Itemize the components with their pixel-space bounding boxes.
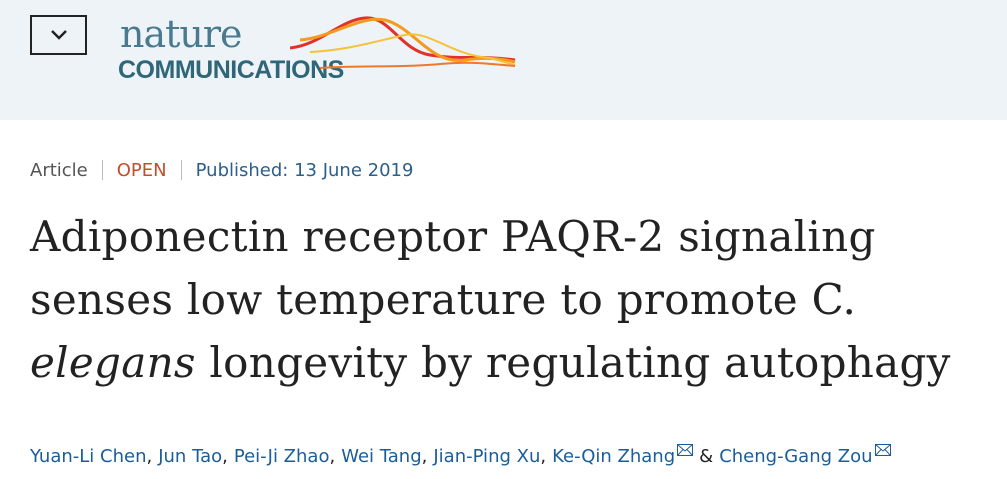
article-type: Article <box>30 160 88 181</box>
author-separator: , <box>146 446 153 467</box>
author-separator: , <box>329 446 336 467</box>
author-name[interactable]: Wei Tang <box>341 446 422 467</box>
author-separator: , <box>540 446 547 467</box>
author-list: Yuan-Li Chen, Jun Tao, Pei-Ji Zhao, Wei Tan… <box>30 440 891 467</box>
author-name[interactable]: Jian-Ping Xu <box>433 446 541 467</box>
author-name[interactable]: Yuan-Li Chen <box>30 446 147 467</box>
logo-text[interactable]: COMMUNICATIONS <box>118 56 344 84</box>
email-icon[interactable] <box>874 440 891 461</box>
email-icon[interactable] <box>677 440 694 461</box>
author-name[interactable]: Cheng-Gang Zou <box>719 446 873 467</box>
published-date: 13 June 2019 <box>294 160 414 181</box>
title-line: Adiponectin receptor PAQR-2 signaling <box>30 212 876 261</box>
mail-svg <box>874 444 891 456</box>
title-text: longevity by regulating autophagy <box>195 338 951 387</box>
article-title: Adiponectin receptor PAQR-2 signaling se… <box>30 205 951 394</box>
title-italic: elegans <box>30 338 196 387</box>
chevron-icon <box>51 30 67 40</box>
author-name[interactable]: Pei-Ji Zhao <box>233 446 330 467</box>
author-name[interactable]: Ke-Qin Zhang <box>552 446 676 467</box>
menu-button[interactable] <box>30 15 87 55</box>
author-separator: , <box>222 446 228 467</box>
article-meta: Article OPEN Published: 13 June 2019 <box>30 160 413 181</box>
published-label: Published: <box>195 160 289 181</box>
author-separator: , <box>421 446 428 467</box>
author-separator: & <box>699 446 714 467</box>
author-name[interactable]: Jun Tao <box>158 446 223 467</box>
mail-svg <box>677 444 694 456</box>
logo-waves <box>290 16 516 69</box>
access-label: OPEN <box>116 160 167 181</box>
separator <box>180 160 182 180</box>
logo-text[interactable]: nature <box>120 12 243 56</box>
separator <box>101 160 103 180</box>
title-line: elegans longevity by regulating autophag… <box>30 331 951 394</box>
title-line: senses low temperature to promote C. <box>30 275 857 324</box>
header-band: nature COMMUNICATIONS <box>0 0 1007 120</box>
